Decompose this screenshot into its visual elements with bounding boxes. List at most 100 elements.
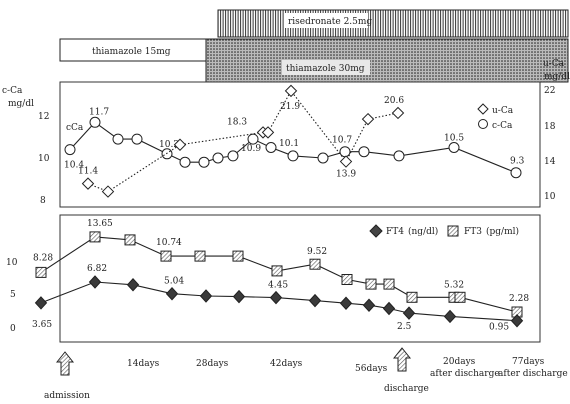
cca-tick-12: 12 <box>38 112 49 122</box>
admission-arrow-icon <box>55 351 75 376</box>
uca-series: 11.4 18.3 21.9 13.9 20.6 <box>78 84 404 198</box>
cca-point <box>89 116 101 128</box>
ft4-data-label: 6.82 <box>87 264 107 274</box>
cca-point <box>265 142 277 153</box>
uca-data-label: 18.3 <box>227 117 247 127</box>
ft3-point <box>271 265 283 277</box>
ft4-point <box>34 296 48 310</box>
ft4-legend-unit: (ng/dl) <box>408 226 438 237</box>
uca-point <box>339 155 353 168</box>
xlabel-77days: 77days <box>512 357 545 367</box>
cca-point <box>64 144 76 156</box>
xlabel-20days: 20days <box>443 357 476 367</box>
uca-tick-18: 18 <box>544 122 556 132</box>
ft4-point <box>510 313 524 328</box>
calcium-panel-frame <box>59 81 541 208</box>
ft3-point <box>406 291 418 303</box>
cca-point <box>179 156 191 168</box>
cca-inline-label: cCa <box>66 123 84 133</box>
uca-data-label: 13.9 <box>336 170 356 180</box>
uca-tick-10: 10 <box>544 192 556 202</box>
thyroid-tick-0: 0 <box>10 324 16 334</box>
ft4-point <box>199 289 213 303</box>
ft3-legend-label: FT3 <box>464 227 482 237</box>
cca-point <box>287 150 299 162</box>
cca-legend-marker <box>478 119 488 129</box>
uca-tick-22: 22 <box>544 86 555 96</box>
risedronate-bar <box>217 9 569 38</box>
ft4-point <box>402 306 416 320</box>
thiamazole30-label-bg <box>282 60 370 75</box>
xlabel-admission: admission <box>44 391 90 401</box>
uca-axis-unit: mg/dl <box>544 72 570 82</box>
cca-point <box>212 152 224 164</box>
cca-tick-10: 10 <box>38 154 50 164</box>
cca-legend-label: c-Ca <box>492 121 513 131</box>
ft3-point <box>232 250 244 262</box>
ft4-point <box>126 278 140 292</box>
ft3-point <box>365 278 377 290</box>
ft3-point <box>124 234 136 246</box>
ft4-data-label: 4.45 <box>268 281 288 291</box>
thiamazole30-label: thiamazole 30mg <box>286 64 365 74</box>
ft3-series: 8.28 13.65 10.74 9.52 5.32 2.28 <box>33 219 529 318</box>
ft3-data-label: 5.32 <box>444 280 464 290</box>
ft4-data-label: 2.5 <box>397 322 412 332</box>
cca-point <box>198 156 210 168</box>
ft4-point <box>88 275 102 289</box>
cca-point <box>510 167 522 179</box>
ft3-legend-marker <box>447 225 459 237</box>
thyroid-tick-10: 10 <box>6 258 18 268</box>
cca-point <box>227 150 239 162</box>
ft3-point <box>194 250 206 262</box>
thiamazole30-bar <box>205 38 569 83</box>
ft3-point <box>309 258 321 270</box>
ft4-point <box>165 286 179 301</box>
uca-data-label: 21.9 <box>280 102 300 112</box>
risedronate-label-bg <box>284 13 368 28</box>
ft4-point <box>443 309 457 324</box>
ft4-data-label: 5.04 <box>164 277 184 287</box>
cca-axis-title: c-Ca <box>2 86 23 96</box>
uca-legend-marker <box>477 103 489 115</box>
ft4-point <box>269 290 283 305</box>
cca-data-label: 11.7 <box>89 107 109 117</box>
cca-data-label: 10.2 <box>159 140 179 150</box>
ft3-point <box>89 231 101 243</box>
uca-point <box>261 126 275 139</box>
uca-point <box>361 112 375 126</box>
cca-axis-unit: mg/dl <box>8 99 34 109</box>
uca-point <box>81 177 95 190</box>
xlabel-42days: 42days <box>270 359 303 369</box>
uca-legend-label: u-Ca <box>492 106 514 116</box>
xlabel-discharge: discharge <box>384 384 429 394</box>
ft4-data-label: 0.95 <box>489 323 509 333</box>
cca-data-label: 9.3 <box>510 157 525 167</box>
xlabel-28days: 28days <box>196 359 229 369</box>
xlabel-56days: 56days <box>355 364 388 374</box>
ft3-point <box>454 291 466 303</box>
uca-data-label: 11.4 <box>78 167 98 177</box>
ft4-legend-marker <box>369 224 383 238</box>
ft3-data-label: 13.65 <box>87 219 113 229</box>
cca-data-label: 10.1 <box>279 139 299 149</box>
cca-tick-8: 8 <box>40 196 46 206</box>
uca-point <box>101 185 115 198</box>
cca-point <box>358 146 370 158</box>
risedronate-label: risedronate 2.5mg <box>288 17 372 27</box>
uca-data-label: 20.6 <box>384 96 404 106</box>
xlabel-14days: 14days <box>127 359 160 369</box>
ft3-legend-unit: (pg/ml) <box>486 226 519 237</box>
cca-point <box>317 152 329 164</box>
ft3-data-label: 2.28 <box>509 294 529 304</box>
cca-data-label: 10.5 <box>444 134 464 144</box>
ft4-point <box>339 296 353 310</box>
cca-point <box>131 133 143 145</box>
cca-point <box>448 142 460 153</box>
thyroid-tick-5: 5 <box>10 290 16 300</box>
ft3-data-label: 8.28 <box>33 253 53 263</box>
cca-point <box>393 150 405 162</box>
ft3-point <box>35 266 47 278</box>
ft4-legend-label: FT4 <box>386 227 404 237</box>
